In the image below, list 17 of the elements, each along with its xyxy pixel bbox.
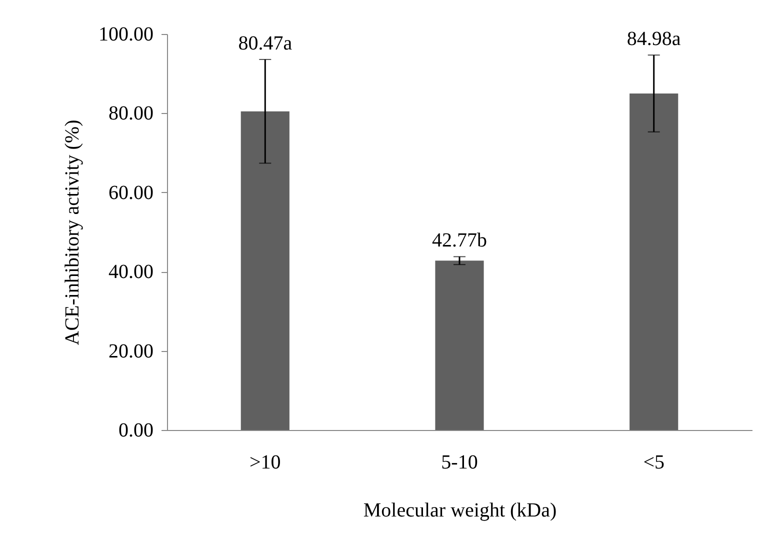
x-tick-label: >10 <box>250 452 281 474</box>
y-tick-label: 60.00 <box>108 182 154 204</box>
x-tick-label: <5 <box>643 452 664 474</box>
data-label: 42.77b <box>432 230 487 252</box>
y-tick-label: 40.00 <box>108 261 154 284</box>
y-tick-label: 20.00 <box>108 340 154 362</box>
bar <box>240 111 290 430</box>
data-label: 84.98a <box>626 28 681 50</box>
y-axis-title: ACE-inhibitory activity (%) <box>62 120 84 346</box>
bar <box>630 93 678 430</box>
x-axis-title: Molecular weight (kDa) <box>363 500 557 522</box>
data-label: 80.47a <box>238 32 292 54</box>
y-tick-label: 80.00 <box>108 102 154 125</box>
x-tick-label: 5-10 <box>441 452 478 474</box>
y-tick-label: 100.00 <box>98 24 154 46</box>
bar <box>435 260 484 430</box>
y-tick-label: 0.00 <box>118 420 154 442</box>
